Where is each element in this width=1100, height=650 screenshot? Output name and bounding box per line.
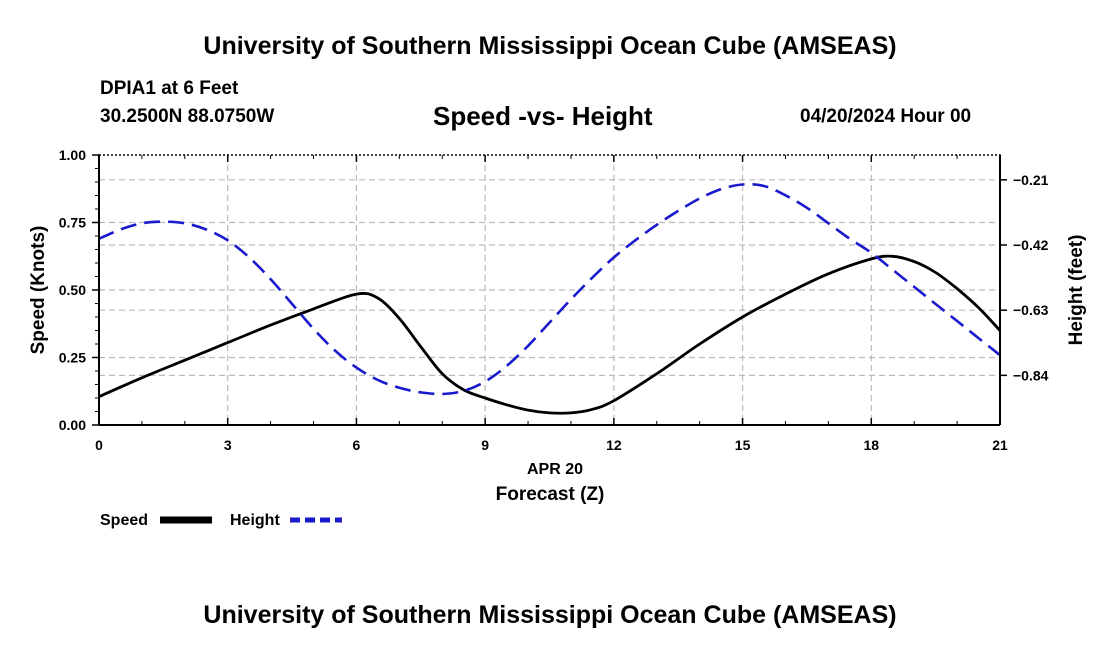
series-layer [98,182,1002,415]
y2-tick-label: −0.63 [1013,302,1049,318]
main-title: University of Southern Mississippi Ocean… [203,32,897,60]
legend-speed-label: Speed [100,512,148,529]
y2-tick-label: −0.21 [1013,172,1049,188]
speed-series-line [98,254,1002,415]
station-coordinates: 30.2500N 88.0750W [100,106,275,127]
x-tick-label: 9 [481,437,489,453]
footer-title: University of Southern Mississippi Ocean… [203,601,897,629]
y2-tick-label: −0.84 [1013,367,1049,383]
y-tick-label: 1.00 [59,147,86,163]
x-axis-date-label: APR 20 [527,461,583,478]
legend: Speed Height [100,512,342,529]
station-name: DPIA1 at 6 Feet [100,78,239,99]
legend-height-label: Height [230,512,280,529]
y2-tick-label: −0.42 [1013,237,1049,253]
ticks: 0 3 6 9 12 15 18 21 0.00 0.25 0.50 0.75 1.00 −0.21 −0.… [59,147,1049,453]
x-tick-label: 12 [606,437,622,453]
forecast-date: 04/20/2024 Hour 00 [800,106,972,127]
height-series-line [98,182,1001,396]
y-tick-label: 0.75 [59,215,86,231]
grid [99,155,1000,425]
x-tick-label: 21 [992,437,1008,453]
x-tick-label: 18 [863,437,879,453]
y-tick-label: 0.25 [59,350,86,366]
chart-title: Speed -vs- Height [433,101,653,131]
y2-axis-title: Height (feet) [1066,235,1087,346]
x-tick-label: 0 [95,437,103,453]
x-tick-label: 6 [353,437,361,453]
y-tick-label: 0.00 [59,417,86,433]
x-tick-label: 3 [224,437,232,453]
x-tick-label: 15 [735,437,751,453]
y-tick-label: 0.50 [59,282,86,298]
y-axis-title: Speed (Knots) [28,226,49,355]
x-axis-title: Forecast (Z) [496,484,605,505]
